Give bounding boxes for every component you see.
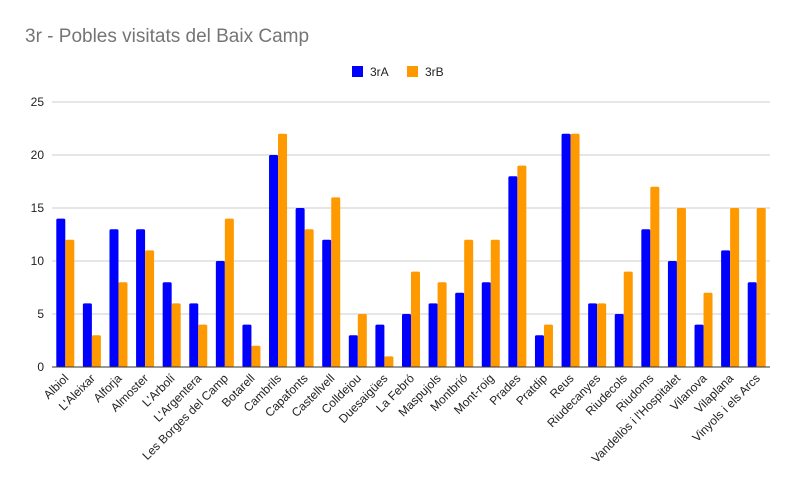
bar-3rB — [118, 282, 128, 367]
bar-3rA — [322, 239, 332, 367]
bar-3rB — [650, 186, 660, 367]
legend-label-3rA: 3rA — [370, 65, 389, 79]
bar-3rA — [747, 282, 757, 367]
bar-3rA — [508, 176, 518, 367]
bar-3rA — [561, 133, 571, 367]
bar-3rB — [464, 239, 474, 367]
bar-3rA — [295, 208, 305, 367]
bar-3rA — [242, 324, 252, 367]
bar-3rA — [269, 155, 279, 367]
bar-3rB — [251, 345, 261, 367]
bar-3rA — [694, 324, 704, 367]
bar-3rA — [588, 303, 598, 367]
bar-3rB — [171, 303, 181, 367]
bar-3rB — [623, 271, 633, 367]
bar-3rB — [384, 356, 394, 367]
bar-3rA — [614, 314, 624, 367]
bar-3rA — [534, 335, 544, 367]
bar-3rB — [331, 197, 341, 367]
chart-title: 3r - Pobles visitats del Baix Camp — [25, 26, 310, 47]
y-tick-label: 15 — [31, 201, 45, 215]
bar-3rA — [641, 229, 651, 367]
bar-3rA — [109, 229, 119, 367]
legend-swatch-3rA — [352, 66, 363, 77]
bar-3rB — [304, 229, 314, 367]
bar-3rA — [136, 229, 146, 367]
bar-3rB — [145, 250, 155, 367]
bar-3rA — [402, 314, 411, 367]
bar-3rA — [375, 324, 385, 367]
bar-3rA — [481, 282, 491, 367]
bar-3rA — [82, 303, 92, 367]
legend-label-3rB: 3rB — [425, 65, 444, 79]
y-tick-label: 10 — [31, 254, 45, 268]
bar-3rA — [428, 303, 438, 367]
bar-3rB — [224, 218, 234, 367]
bar-3rB — [570, 133, 580, 367]
legend-swatch-3rB — [407, 66, 418, 77]
bar-3rB — [543, 324, 553, 367]
bar-3rB — [490, 239, 500, 367]
bar-3rA — [215, 261, 225, 367]
bar-3rB — [703, 292, 713, 367]
bar-3rB — [597, 303, 607, 367]
bar-3rA — [721, 250, 731, 367]
bar-3rA — [348, 335, 358, 367]
bar-3rA — [667, 261, 677, 367]
bar-3rA — [455, 292, 465, 367]
bar-3rA — [189, 303, 199, 367]
bar-3rB — [730, 208, 740, 367]
bar-3rB — [437, 282, 447, 367]
bar-3rB — [91, 335, 101, 367]
bar-3rB — [65, 239, 75, 367]
y-tick-label: 20 — [31, 148, 45, 162]
bar-3rB — [278, 133, 288, 367]
bar-3rB — [411, 271, 420, 367]
bar-3rB — [357, 314, 367, 367]
bar-3rA — [162, 282, 172, 367]
y-tick-label: 5 — [37, 307, 44, 321]
y-tick-label: 25 — [31, 95, 45, 109]
bar-3rB — [198, 324, 208, 367]
bar-3rB — [676, 208, 686, 367]
bar-3rB — [517, 165, 527, 367]
bar-3rB — [756, 208, 766, 367]
y-tick-label: 0 — [37, 360, 44, 374]
bar-3rA — [56, 218, 66, 367]
